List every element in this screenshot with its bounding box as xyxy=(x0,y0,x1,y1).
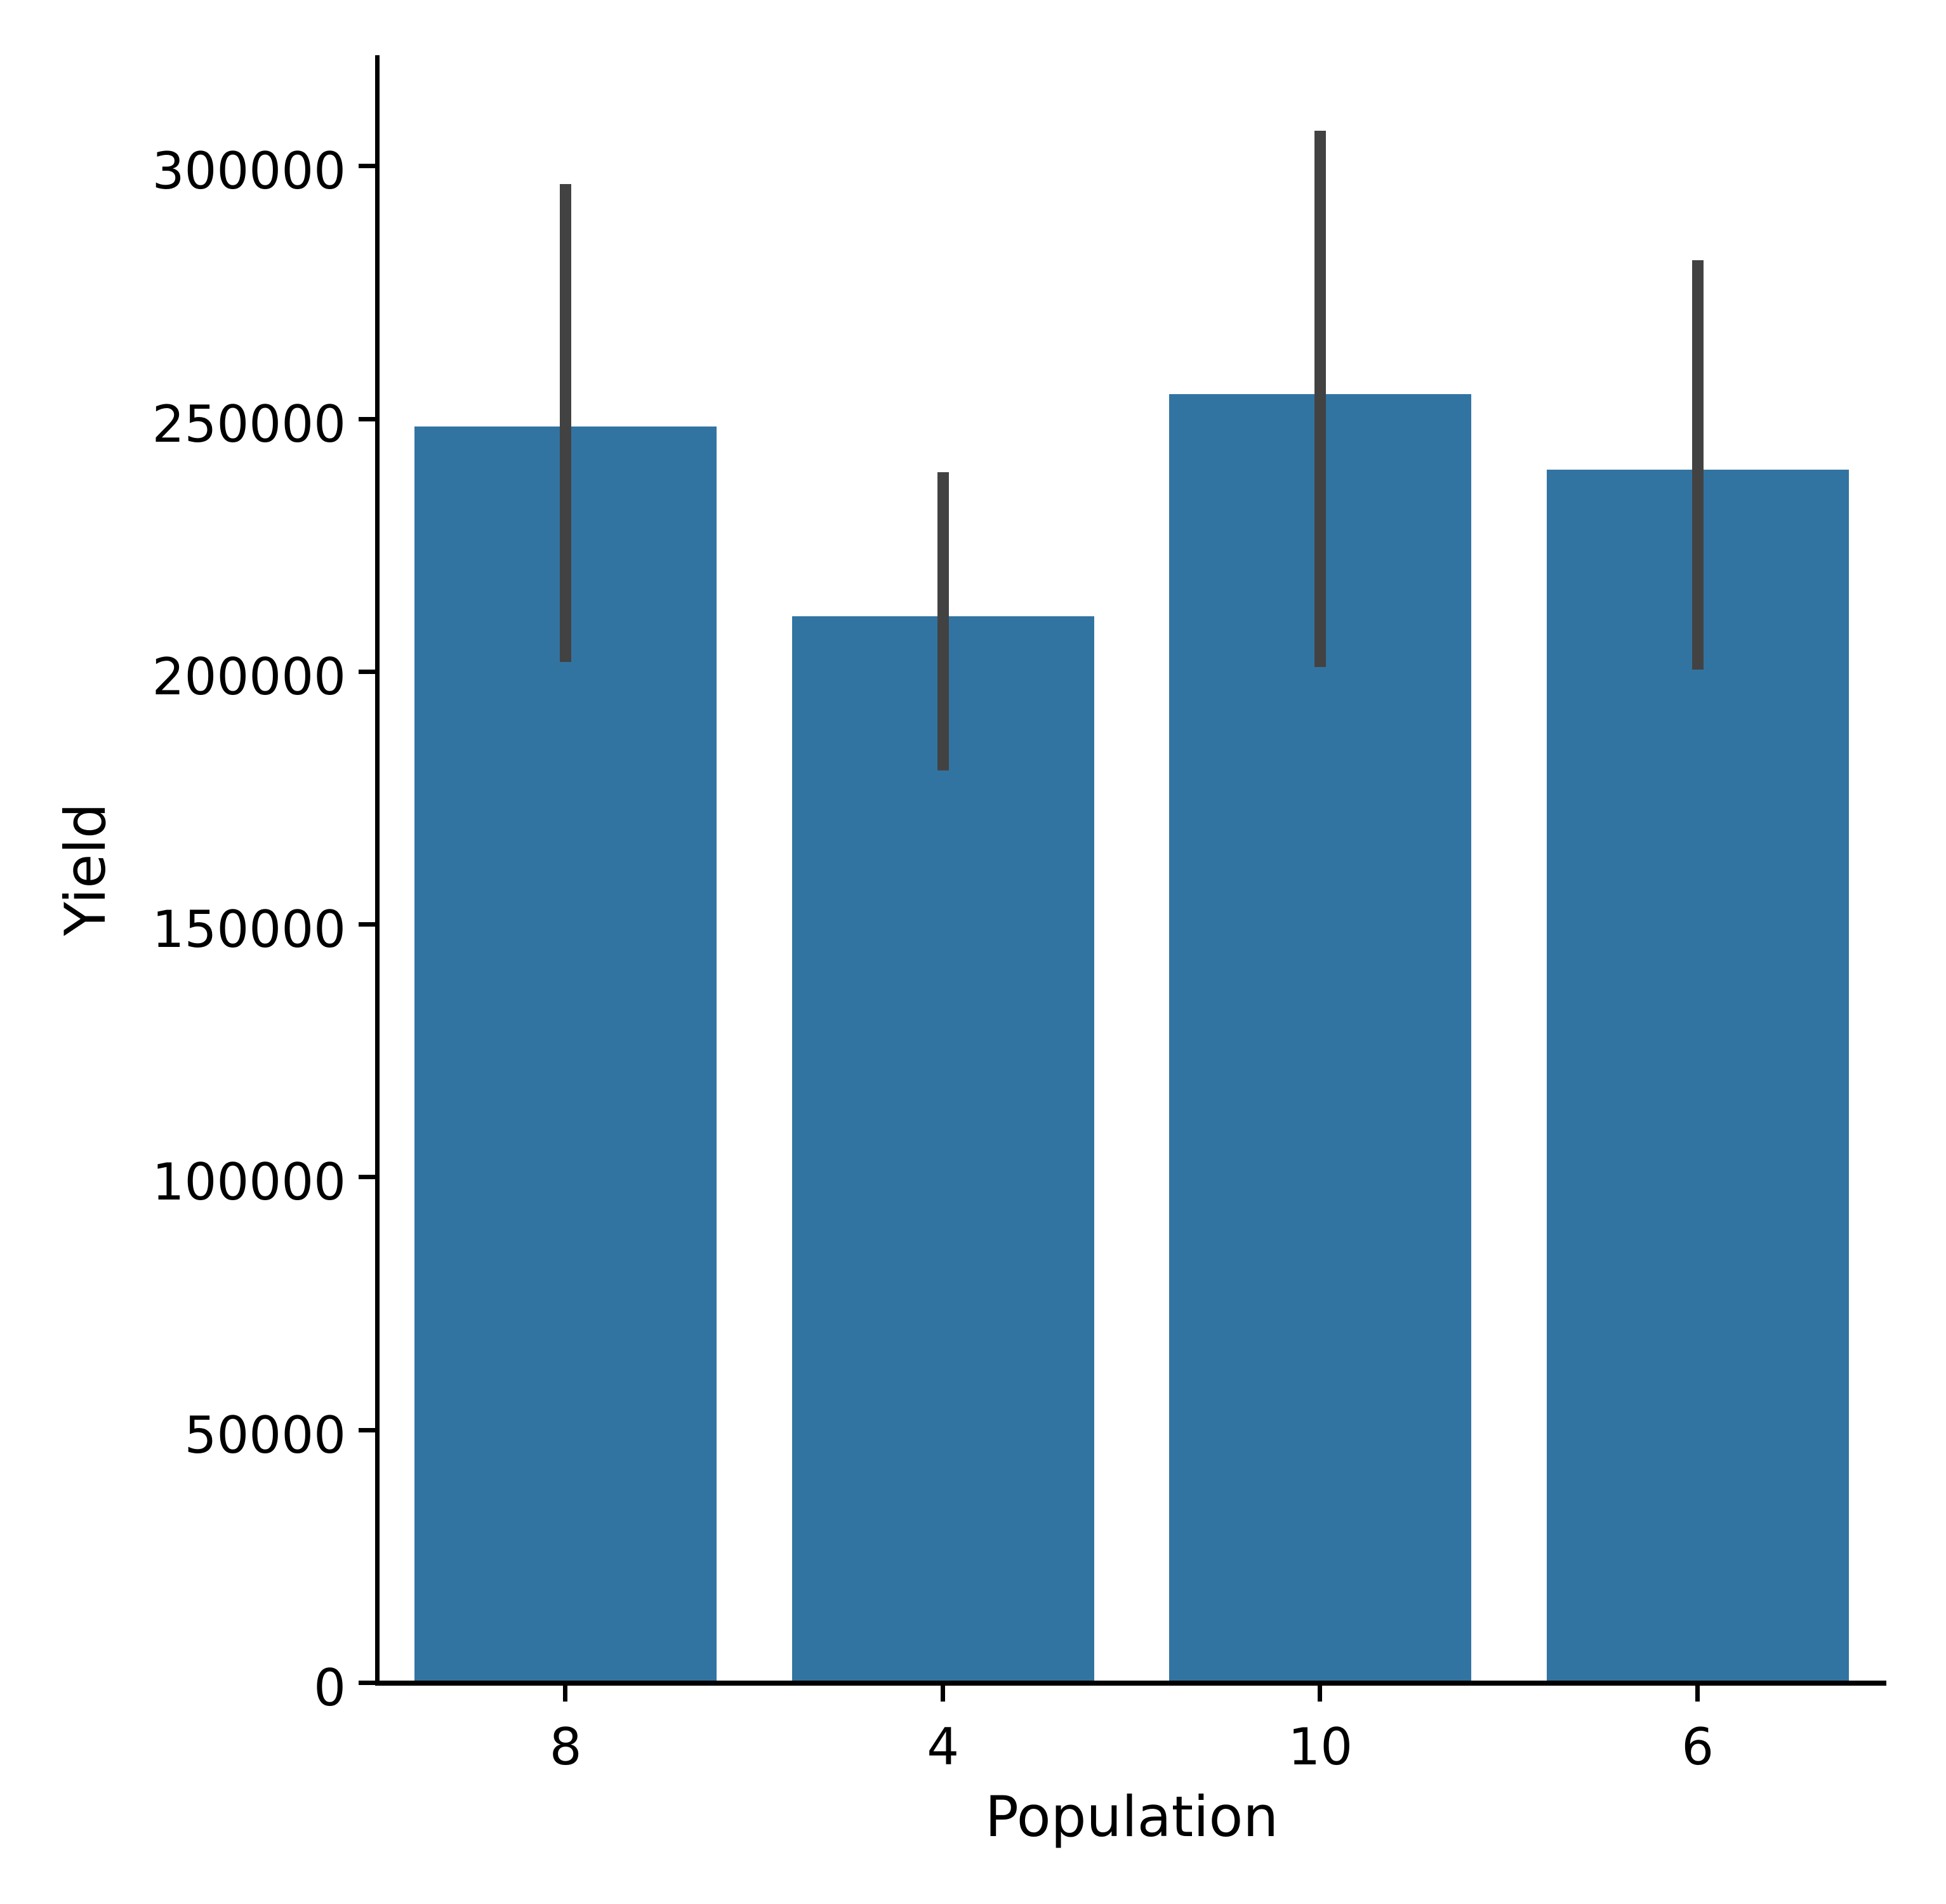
y-tick-label-250000: 250000 xyxy=(152,394,346,454)
x-axis-label: Population xyxy=(984,1784,1279,1849)
y-tick-label-50000: 50000 xyxy=(184,1405,347,1465)
x-tick-mark-4 xyxy=(940,1686,945,1702)
x-axis-spine xyxy=(375,1681,1886,1686)
x-tick-mark-10 xyxy=(1318,1686,1323,1702)
x-tick-mark-6 xyxy=(1695,1686,1700,1702)
error-bar-8 xyxy=(560,184,572,662)
x-tick-label-10: 10 xyxy=(1288,1717,1353,1776)
y-tick-mark-150000 xyxy=(359,922,375,927)
bar-4 xyxy=(791,616,1094,1683)
y-axis-label: Yield xyxy=(53,803,118,936)
y-tick-label-150000: 150000 xyxy=(152,900,346,960)
y-tick-label-300000: 300000 xyxy=(152,142,346,201)
y-tick-label-100000: 100000 xyxy=(152,1153,346,1212)
y-tick-label-200000: 200000 xyxy=(152,647,346,706)
y-tick-mark-300000 xyxy=(359,164,375,169)
y-tick-mark-200000 xyxy=(359,669,375,674)
y-tick-label-0: 0 xyxy=(314,1658,346,1717)
y-tick-mark-250000 xyxy=(359,416,375,421)
y-tick-mark-0 xyxy=(359,1681,375,1685)
error-bar-6 xyxy=(1691,260,1704,670)
x-tick-label-6: 6 xyxy=(1681,1717,1714,1776)
error-bar-4 xyxy=(937,472,949,771)
bar-6 xyxy=(1546,470,1849,1683)
y-tick-mark-50000 xyxy=(359,1427,375,1432)
x-tick-mark-8 xyxy=(563,1686,568,1702)
y-tick-mark-100000 xyxy=(359,1175,375,1180)
y-axis-spine xyxy=(375,55,380,1686)
error-bar-10 xyxy=(1314,131,1327,667)
x-tick-label-4: 4 xyxy=(927,1717,960,1776)
x-tick-label-8: 8 xyxy=(549,1717,582,1776)
